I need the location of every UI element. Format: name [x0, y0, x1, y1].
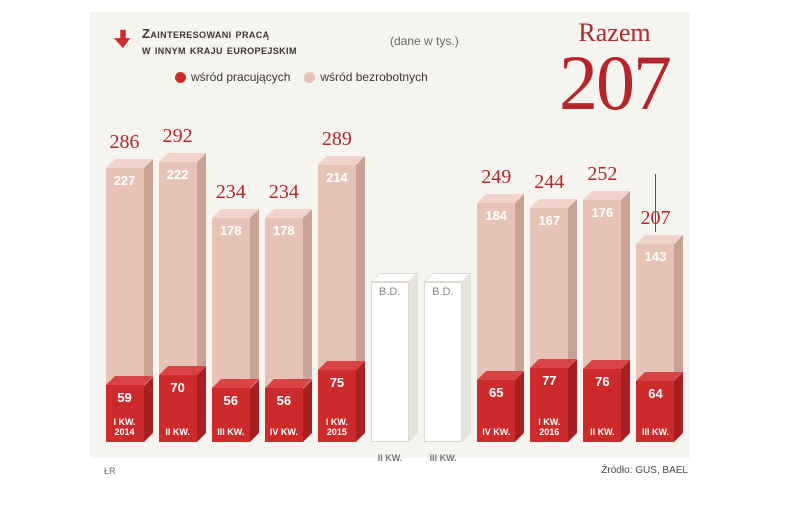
bar-slot: 77167244I KW.2016: [523, 208, 576, 442]
top-value: 214: [318, 170, 356, 185]
bar-slot: 59227286I KW.2014: [98, 168, 151, 442]
arrow-down-icon: [112, 28, 134, 50]
total-value: 292: [154, 125, 202, 148]
x-axis-label: IV KW.: [260, 428, 308, 438]
bar-slot: 64143207III KW.: [629, 244, 682, 442]
bar: 65184249IV KW.: [477, 203, 515, 442]
bar: 64143207III KW.: [636, 244, 674, 442]
bar-slot: 76176252II KW.: [576, 200, 629, 442]
x-axis-label: II KW.: [154, 428, 202, 438]
top-value: 178: [265, 223, 303, 238]
title-line-1: Zainteresowani pracą: [142, 26, 297, 42]
chart-title: Zainteresowani pracą w innym kraju europ…: [142, 26, 297, 57]
bottom-value: 76: [583, 374, 621, 389]
bar: 75214289I KW.2015: [318, 165, 356, 442]
bar: 59227286I KW.2014: [106, 168, 144, 442]
bottom-value: 70: [159, 380, 197, 395]
x-axis-label: I KW.2014: [101, 418, 149, 438]
total-value: 289: [313, 128, 361, 151]
top-value: 167: [530, 213, 568, 228]
legend-label-2: wśród bezrobotnych: [320, 70, 427, 84]
bottom-value: 56: [212, 393, 250, 408]
bar: B.D.III KW.: [424, 282, 462, 442]
bar-slot: 65184249IV KW.: [470, 203, 523, 442]
legend-item-2: wśród bezrobotnych: [304, 70, 427, 84]
bar-slot: B.D.III KW.: [417, 282, 470, 442]
canvas: Zainteresowani pracą w innym kraju europ…: [0, 0, 788, 522]
total-value: 234: [207, 181, 255, 204]
top-value: 222: [159, 167, 197, 182]
bar-slot: 75214289I KW.2015: [310, 165, 363, 442]
top-value: 184: [477, 208, 515, 223]
top-value: 143: [636, 249, 674, 264]
bar-slot: 56178234III KW.: [204, 218, 257, 442]
no-data-label: B.D.: [379, 286, 400, 298]
x-axis-label: II KW.: [578, 428, 626, 438]
top-value: 178: [212, 223, 250, 238]
bar: 76176252II KW.: [583, 200, 621, 442]
x-axis-label: I KW.2016: [525, 418, 573, 438]
bar: 70222292II KW.: [159, 162, 197, 442]
legend-dot-2: [304, 72, 315, 83]
legend-label-1: wśród pracujących: [191, 70, 290, 84]
footer-credit: ŁR: [104, 466, 116, 476]
bottom-value: 64: [636, 386, 674, 401]
title-line-2: w innym kraju europejskim: [142, 42, 297, 58]
bar: 77167244I KW.2016: [530, 208, 568, 442]
bar: 56178234IV KW.: [265, 218, 303, 442]
bar-slot: B.D.II KW.: [363, 282, 416, 442]
bottom-value: 65: [477, 385, 515, 400]
bottom-value: 59: [106, 390, 144, 405]
callout-line: [655, 174, 656, 232]
total-value: 252: [578, 163, 626, 186]
total-value: 286: [101, 131, 149, 154]
x-axis-label: I KW.2015: [313, 418, 361, 438]
top-value: 176: [583, 205, 621, 220]
footer-source: Źródło: GUS, BAEL: [601, 465, 688, 476]
top-value: 227: [106, 173, 144, 188]
legend: wśród pracujących wśród bezrobotnych: [175, 70, 428, 84]
bar-slot: 70222292II KW.: [151, 162, 204, 442]
bar-chart: 59 227 286 I KW.2014 70 222 292 II KW. 56 178 234 I…: [98, 102, 682, 442]
total-value: 234: [260, 181, 308, 204]
header: Zainteresowani pracą w innym kraju europ…: [112, 26, 297, 57]
bar: 56178234III KW.: [212, 218, 250, 442]
total-value: 244: [525, 171, 573, 194]
no-data-label: B.D.: [432, 286, 453, 298]
bar: B.D.II KW.: [371, 282, 409, 442]
x-axis-label: III KW.: [631, 428, 679, 438]
legend-item-1: wśród pracujących: [175, 70, 290, 84]
legend-dot-1: [175, 72, 186, 83]
bar-slot: 56178234IV KW.: [257, 218, 310, 442]
x-axis-label: III KW.: [207, 428, 255, 438]
chart-panel: Zainteresowani pracą w innym kraju europ…: [90, 12, 690, 458]
x-axis-label: III KW.: [419, 454, 467, 464]
bottom-value: 75: [318, 375, 356, 390]
x-axis-label: IV KW.: [472, 428, 520, 438]
x-axis-label: II KW.: [366, 454, 414, 464]
total-value: 249: [472, 166, 520, 189]
bottom-value: 77: [530, 373, 568, 388]
units-note: (dane w tys.): [390, 34, 459, 48]
bottom-value: 56: [265, 393, 303, 408]
